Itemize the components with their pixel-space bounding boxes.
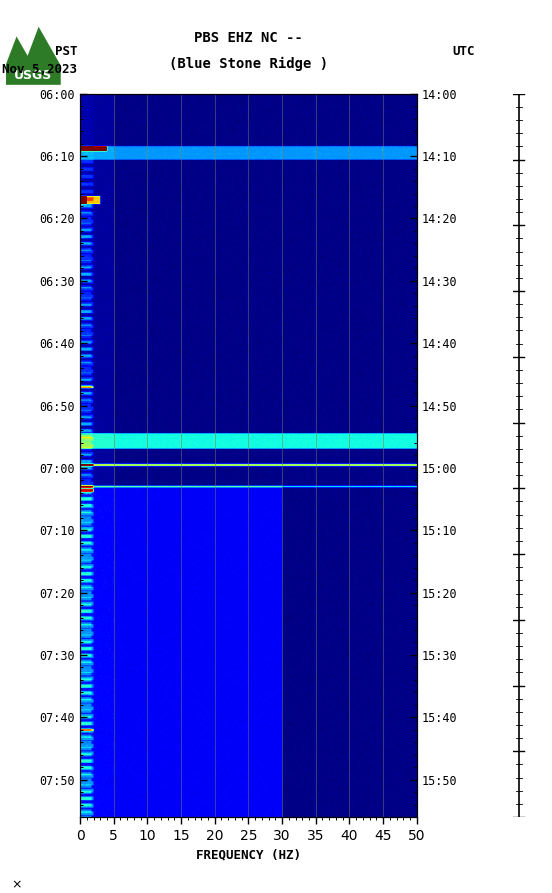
X-axis label: FREQUENCY (HZ): FREQUENCY (HZ) [196, 848, 301, 862]
Text: PST: PST [55, 45, 77, 58]
Text: USGS: USGS [14, 69, 52, 81]
Text: ×: × [11, 879, 22, 891]
Text: PBS EHZ NC --: PBS EHZ NC -- [194, 30, 303, 45]
Text: (Blue Stone Ridge ): (Blue Stone Ridge ) [169, 57, 328, 71]
Polygon shape [6, 27, 61, 85]
Text: UTC: UTC [453, 45, 475, 58]
Text: Nov 5,2023: Nov 5,2023 [2, 63, 77, 76]
